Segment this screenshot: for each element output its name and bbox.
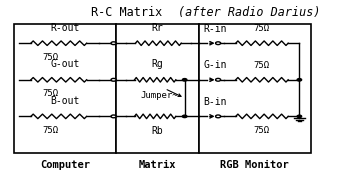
Text: Jumper~: Jumper~	[140, 91, 178, 100]
Circle shape	[216, 115, 221, 118]
Text: 75Ω: 75Ω	[254, 24, 270, 33]
Text: Rg: Rg	[152, 59, 164, 69]
Text: 75Ω: 75Ω	[43, 126, 59, 135]
Text: Computer: Computer	[40, 160, 90, 170]
Bar	[199, 24, 310, 153]
Text: Matrix: Matrix	[139, 160, 176, 170]
Text: 75Ω: 75Ω	[43, 53, 59, 62]
Text: 75Ω: 75Ω	[43, 89, 59, 98]
Circle shape	[216, 78, 221, 81]
Bar	[116, 24, 199, 153]
Text: (after Radio Darius): (after Radio Darius)	[178, 6, 321, 19]
Text: RGB Monitor: RGB Monitor	[220, 160, 289, 170]
Text: R-C Matrix: R-C Matrix	[91, 6, 169, 19]
Text: 75Ω: 75Ω	[254, 126, 270, 135]
Circle shape	[111, 115, 116, 118]
Text: G-in: G-in	[204, 60, 227, 70]
Text: B-out: B-out	[50, 96, 80, 106]
Text: G-out: G-out	[50, 59, 80, 69]
Circle shape	[297, 115, 302, 118]
Circle shape	[111, 42, 116, 45]
Circle shape	[183, 79, 187, 81]
Circle shape	[183, 115, 187, 118]
Text: R-in: R-in	[204, 24, 227, 34]
Bar	[14, 24, 116, 153]
Circle shape	[216, 42, 221, 45]
Circle shape	[111, 78, 116, 81]
Text: 75Ω: 75Ω	[254, 61, 270, 70]
Text: R-out: R-out	[50, 23, 80, 33]
Circle shape	[297, 79, 302, 81]
Text: Rb: Rb	[152, 126, 164, 136]
Text: B-in: B-in	[204, 97, 227, 107]
Text: Rr: Rr	[152, 23, 164, 33]
